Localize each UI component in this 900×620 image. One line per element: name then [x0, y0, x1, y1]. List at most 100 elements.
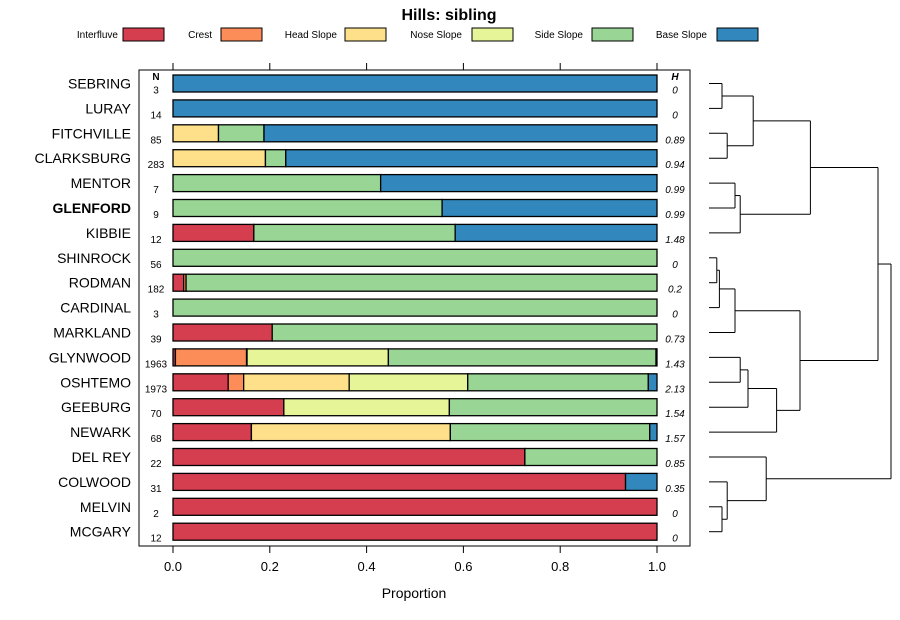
- category-label: MARKLAND: [53, 325, 131, 341]
- x-tick-label: 0.2: [261, 559, 279, 574]
- h-value: 2.13: [664, 384, 685, 395]
- bar-segment: [172, 373, 229, 392]
- bar-segment: [172, 173, 382, 193]
- top-axis-ticks: [172, 63, 658, 70]
- legend-label-crest: Crest: [188, 30, 212, 41]
- dendrogram: [709, 83, 892, 533]
- bar-segment: [387, 348, 657, 367]
- n-value: 1963: [145, 359, 168, 370]
- h-value: 1.54: [665, 409, 685, 420]
- bar-segment: [217, 124, 265, 143]
- bar-segment: [467, 373, 649, 392]
- h-value: 1.43: [665, 359, 685, 370]
- category-label: CARDINAL: [60, 300, 131, 316]
- legend-label-side-slope: Side Slope: [535, 30, 584, 41]
- chart-title: Hills: sibling: [401, 7, 496, 24]
- h-value: 0.99: [665, 185, 685, 196]
- category-label: MENTOR: [71, 175, 131, 191]
- category-label: SHINROCK: [57, 250, 132, 266]
- bar-segment: [172, 298, 658, 317]
- category-label: FITCHVILLE: [52, 125, 131, 141]
- bar-segment: [624, 472, 658, 492]
- n-value: 68: [150, 434, 162, 445]
- legend-label-head-slope: Head Slope: [285, 30, 338, 41]
- legend-swatch-nose-slope: [471, 27, 514, 42]
- x-tick-label: 0.8: [551, 559, 569, 574]
- n-value: 39: [150, 335, 162, 346]
- bar-segment: [172, 323, 273, 342]
- bar-segment: [649, 422, 658, 442]
- plot-frame: [138, 69, 691, 547]
- legend-label-nose-slope: Nose Slope: [410, 30, 462, 41]
- legend-swatch-head-slope: [344, 27, 387, 42]
- h-value: 0.89: [665, 135, 685, 146]
- bar-segment: [243, 373, 350, 392]
- x-tick-label: 0.4: [358, 559, 376, 574]
- bar-segment: [172, 398, 285, 417]
- bar-segment: [647, 373, 658, 392]
- legend-swatch-side-slope: [591, 27, 634, 42]
- bar-segment: [172, 447, 526, 467]
- n-header: N: [152, 72, 159, 83]
- category-label: COLWOOD: [58, 474, 131, 490]
- h-value: 0.2: [668, 285, 682, 296]
- x-axis-label: Proportion: [382, 585, 447, 601]
- bar-segment: [271, 323, 658, 342]
- h-value: 0: [672, 110, 678, 121]
- n-value: 182: [148, 285, 165, 296]
- n-value: 70: [150, 409, 162, 420]
- n-value: 31: [150, 484, 162, 495]
- bar-segment: [172, 273, 185, 292]
- legend-label-base-slope: Base Slope: [656, 30, 708, 41]
- legend-swatch-crest: [220, 27, 263, 42]
- x-tick-label: 0.6: [454, 559, 472, 574]
- bar-segment: [172, 472, 627, 492]
- bar-segment: [524, 447, 658, 467]
- h-value: 1.57: [665, 434, 685, 445]
- category-label: CLARKSBURG: [35, 150, 131, 166]
- bar-segment: [246, 348, 390, 367]
- category-label: RODMAN: [69, 275, 131, 291]
- legend-label-interfluve: Interfluve: [77, 30, 119, 41]
- category-label: SEBRING: [68, 76, 131, 92]
- n-value: 9: [153, 210, 159, 221]
- bar-segment: [227, 373, 245, 392]
- bar-segment: [250, 422, 451, 442]
- n-value: 2: [153, 509, 159, 520]
- h-value: 0: [672, 310, 678, 321]
- bar-segment: [448, 398, 658, 417]
- bar-segment: [379, 173, 658, 193]
- bars-group: [172, 74, 658, 541]
- h-value: 0: [672, 260, 678, 271]
- bar-segment: [172, 223, 255, 243]
- legend: Interfluve Crest Head Slope Nose Slope Side …: [77, 27, 759, 42]
- n-value: 12: [150, 534, 162, 545]
- bar-segment: [185, 273, 658, 292]
- n-value: 14: [150, 110, 162, 121]
- h-value: 1.48: [665, 235, 685, 246]
- bar-segment: [172, 74, 658, 93]
- bar-segment: [264, 149, 287, 168]
- bar-segment: [172, 522, 658, 541]
- category-label: LURAY: [85, 100, 131, 116]
- x-tick-label: 1.0: [648, 559, 666, 574]
- bar-segment: [253, 223, 456, 243]
- category-labels: SEBRING LURAY FITCHVILLE CLARKSBURG MENTOR GL…: [35, 76, 132, 540]
- h-column: 0 0 0.89 0.94 0.99 0.99 1.48 0 0.2 0 0.73 1.43 2.13 1…: [664, 86, 685, 545]
- bar-segment: [283, 398, 451, 417]
- n-value: 7: [153, 185, 159, 196]
- bar-segment: [172, 422, 253, 442]
- h-value: 0.73: [665, 335, 685, 346]
- bar-segment: [454, 223, 658, 243]
- n-value: 85: [150, 135, 162, 146]
- n-value: 283: [148, 160, 165, 171]
- bar-segment: [348, 373, 469, 392]
- h-value: 0: [672, 509, 678, 520]
- category-label: KIBBIE: [86, 225, 131, 241]
- legend-swatch-base-slope: [716, 27, 759, 42]
- bar-segment: [441, 198, 658, 218]
- bar-segment: [285, 149, 658, 168]
- category-label: GEEBURG: [61, 399, 131, 415]
- category-label: NEWARK: [70, 424, 132, 440]
